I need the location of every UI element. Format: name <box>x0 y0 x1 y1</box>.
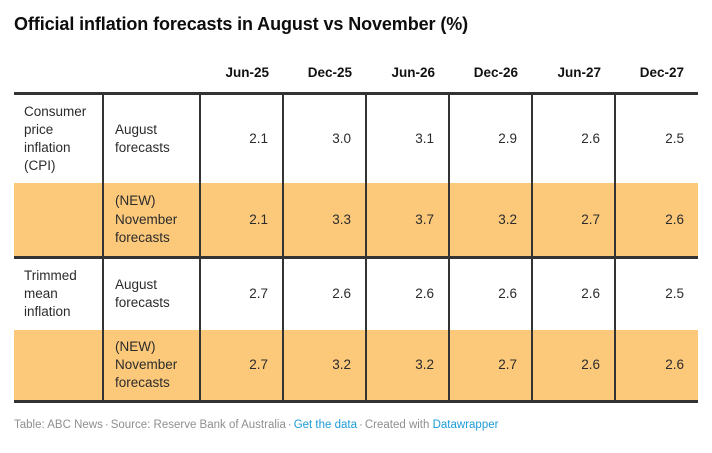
value-cell: 2.6 <box>531 93 615 184</box>
section-trimmed-mean: Trimmed mean inflation August forecasts … <box>14 257 698 402</box>
source-credit: Source: Reserve Bank of Australia <box>110 419 286 432</box>
value-cell: 2.6 <box>282 257 366 330</box>
header-spacer <box>14 36 103 94</box>
header-spacer <box>103 36 200 94</box>
table-row: Trimmed mean inflation August forecasts … <box>14 257 698 330</box>
table-row: Consumer price inflation (CPI) August fo… <box>14 93 698 184</box>
value-cell: 2.1 <box>199 183 283 258</box>
get-the-data-link[interactable]: Get the data <box>293 419 357 432</box>
table-header-row: Jun-25 Dec-25 Jun-26 Dec-26 Jun-27 Dec-2… <box>14 36 698 94</box>
column-header: Dec-27 <box>639 64 684 80</box>
value-cell: 3.2 <box>448 183 532 258</box>
value-cell: 3.7 <box>365 183 449 258</box>
chart-container: Official inflation forecasts in August v… <box>14 14 698 433</box>
row-label-empty <box>14 330 103 402</box>
row-label-empty <box>14 183 103 257</box>
value-cell: 2.6 <box>614 183 698 258</box>
value-cell: 2.9 <box>448 93 532 184</box>
attribution-footer: Table: ABC News · Source: Reserve Bank of … <box>14 417 698 433</box>
table-row-highlighted: (NEW) November forecasts 2.7 3.2 3.2 2.7… <box>14 329 698 402</box>
column-header: Jun-25 <box>225 64 269 80</box>
section-cpi: Consumer price inflation (CPI) August fo… <box>14 93 698 258</box>
value-cell: 2.6 <box>448 257 532 330</box>
separator-dot: · <box>104 419 109 432</box>
value-cell: 2.6 <box>531 257 615 330</box>
forecast-type-label: (NEW) November forecasts <box>102 183 200 258</box>
value-cell: 2.6 <box>614 329 698 402</box>
value-cell: 2.5 <box>614 257 698 330</box>
value-cell: 2.6 <box>365 257 449 330</box>
value-cell: 2.6 <box>531 329 615 402</box>
value-cell: 3.2 <box>282 329 366 402</box>
created-with-text: Created with <box>364 419 430 432</box>
separator-dot: · <box>287 419 292 432</box>
table-row-highlighted: (NEW) November forecasts 2.1 3.3 3.7 3.2… <box>14 183 698 258</box>
forecast-type-label: August forecasts <box>102 257 200 330</box>
value-cell: 3.3 <box>282 183 366 258</box>
separator-dot: · <box>359 419 363 432</box>
value-cell: 2.7 <box>199 329 283 402</box>
forecast-type-label: (NEW) November forecasts <box>102 329 200 402</box>
column-header: Dec-25 <box>307 64 352 80</box>
table-credit: Table: ABC News <box>14 419 103 432</box>
value-cell: 2.1 <box>199 93 283 184</box>
datawrapper-link[interactable]: Datawrapper <box>432 419 499 432</box>
value-cell: 3.0 <box>282 93 366 184</box>
value-cell: 2.7 <box>531 183 615 258</box>
column-header: Jun-27 <box>557 64 601 80</box>
value-cell: 2.7 <box>199 257 283 330</box>
row-label: Trimmed mean inflation <box>24 267 77 320</box>
column-header: Dec-26 <box>473 64 518 80</box>
value-cell: 3.1 <box>365 93 449 184</box>
forecast-type-label: August forecasts <box>102 93 200 184</box>
forecast-table: Jun-25 Dec-25 Jun-26 Dec-26 Jun-27 Dec-2… <box>14 36 698 404</box>
row-label: Consumer price inflation (CPI) <box>24 103 87 174</box>
value-cell: 2.7 <box>448 329 532 402</box>
column-header: Jun-26 <box>391 64 435 80</box>
value-cell: 2.5 <box>614 93 698 184</box>
value-cell: 3.2 <box>365 329 449 402</box>
chart-title: Official inflation forecasts in August v… <box>14 14 469 34</box>
